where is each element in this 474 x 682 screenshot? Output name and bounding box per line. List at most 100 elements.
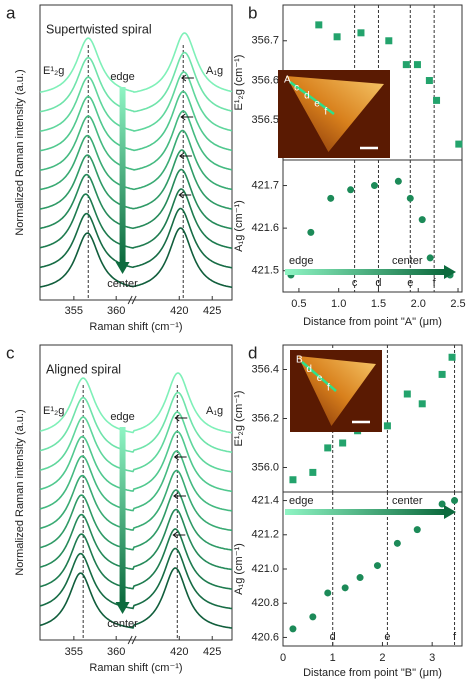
data-point bbox=[347, 186, 355, 194]
axis-break bbox=[131, 295, 137, 305]
shift-arrow bbox=[180, 113, 194, 121]
data-point bbox=[327, 194, 335, 202]
inset-label: e bbox=[314, 98, 320, 109]
panel-label: c bbox=[6, 343, 15, 362]
data-point bbox=[413, 526, 421, 534]
y-tick-label: 356.5 bbox=[251, 114, 279, 126]
axis-break bbox=[127, 295, 133, 305]
y-tick-label: 421.0 bbox=[251, 563, 279, 575]
data-point bbox=[309, 468, 317, 476]
annotation: center bbox=[392, 495, 423, 507]
annotation: edge bbox=[110, 71, 134, 83]
data-point bbox=[356, 574, 364, 582]
annotation: center bbox=[107, 278, 138, 290]
y-tick-label: 420.6 bbox=[251, 631, 279, 643]
spectrum bbox=[39, 469, 233, 532]
shift-arrow bbox=[173, 492, 186, 500]
spectrum bbox=[39, 149, 233, 210]
data-point bbox=[333, 33, 341, 41]
data-point bbox=[309, 613, 317, 621]
shift-arrow bbox=[174, 414, 188, 422]
inset-label: A bbox=[284, 75, 291, 86]
data-point bbox=[455, 140, 463, 148]
inset-label: d bbox=[306, 364, 312, 375]
y-axis-label: E¹₂g (cm⁻¹) bbox=[233, 55, 245, 111]
reference-label: d bbox=[330, 631, 336, 643]
panel-title: Supertwisted spiral bbox=[46, 22, 152, 36]
inset-arrow bbox=[301, 361, 337, 392]
x-tick-label: 1 bbox=[330, 652, 336, 664]
inset-arrow bbox=[289, 80, 335, 116]
data-point bbox=[438, 500, 446, 508]
spectrum bbox=[39, 129, 233, 191]
spectrum bbox=[39, 528, 233, 590]
data-point bbox=[393, 539, 401, 547]
x-tick-label: 425 bbox=[203, 305, 221, 317]
x-tick-label: 3 bbox=[429, 652, 435, 664]
y-tick-label: 420.8 bbox=[251, 597, 279, 609]
gradient-arrow-head bbox=[115, 602, 130, 614]
y-tick-label: 421.2 bbox=[251, 529, 279, 541]
data-point bbox=[403, 390, 411, 398]
spectrum bbox=[39, 372, 233, 434]
x-tick-label: 2 bbox=[379, 652, 385, 664]
data-point bbox=[289, 625, 297, 633]
spectrum bbox=[39, 32, 233, 93]
axis-break bbox=[131, 635, 137, 645]
shift-arrow bbox=[172, 531, 186, 539]
spectrum bbox=[39, 71, 233, 132]
reference-label: e bbox=[407, 277, 413, 289]
x-tick-label: 1.5 bbox=[371, 298, 386, 310]
data-point bbox=[451, 497, 459, 505]
y-tick-label: 421.5 bbox=[251, 265, 279, 277]
x-tick-label: 355 bbox=[65, 646, 83, 658]
plot-frame bbox=[39, 344, 233, 641]
data-point bbox=[324, 444, 332, 452]
spectrum bbox=[39, 207, 233, 269]
annotation: center bbox=[392, 255, 423, 267]
data-point bbox=[383, 422, 391, 430]
inset-label: c bbox=[294, 83, 299, 94]
x-tick-label: 0.5 bbox=[291, 298, 306, 310]
x-tick-label: 2.0 bbox=[411, 298, 426, 310]
panel-d: 356.0 356.2 356.4 E¹₂g (cm⁻¹) 420.6 420.8 421.… bbox=[233, 343, 463, 679]
spectrum bbox=[39, 188, 233, 249]
inset-label: f bbox=[327, 382, 330, 393]
y-tick-label: 356.2 bbox=[251, 412, 279, 424]
x-axis-label: Raman shift (cm⁻¹) bbox=[89, 662, 182, 674]
gradient-arrow bbox=[285, 269, 444, 275]
data-point bbox=[394, 177, 402, 185]
spectrum bbox=[39, 110, 233, 171]
gradient-arrow bbox=[285, 509, 444, 515]
x-tick-label: 360 bbox=[107, 646, 125, 658]
inset-flake bbox=[286, 76, 384, 152]
annotation: center bbox=[107, 618, 138, 630]
data-point bbox=[448, 353, 456, 361]
data-point bbox=[402, 61, 410, 69]
peak-label: E¹₂g bbox=[43, 405, 64, 417]
inset-label: e bbox=[317, 373, 323, 384]
gradient-arrow-head bbox=[115, 262, 130, 274]
reference-label: e bbox=[384, 631, 390, 643]
panel-c: 355 360 420 425 edge center Aligned spiral E¹₂g… bbox=[6, 343, 233, 674]
spectrum bbox=[39, 567, 233, 629]
data-point bbox=[315, 21, 323, 29]
data-point bbox=[289, 476, 297, 484]
data-point bbox=[357, 29, 365, 37]
panel-label: d bbox=[248, 343, 257, 362]
spectrum bbox=[39, 51, 233, 113]
peak-label: E¹₂g bbox=[43, 65, 64, 77]
x-tick-label: 0 bbox=[280, 652, 286, 664]
shift-arrow bbox=[178, 191, 192, 199]
x-axis-label: Raman shift (cm⁻¹) bbox=[89, 321, 182, 333]
panel-a: 355 360 420 425 edge center Supertwisted spira… bbox=[6, 3, 233, 333]
x-tick-label: 425 bbox=[203, 646, 221, 658]
spectrum bbox=[39, 168, 233, 230]
inset-flake bbox=[298, 356, 376, 426]
y-axis-label: Normalized Raman intensity (a.u.) bbox=[14, 69, 26, 235]
x-axis-label: Distance from point "B" (μm) bbox=[303, 667, 442, 679]
annotation: edge bbox=[110, 411, 134, 423]
x-tick-label: 2.5 bbox=[450, 298, 465, 310]
data-point bbox=[370, 182, 378, 190]
